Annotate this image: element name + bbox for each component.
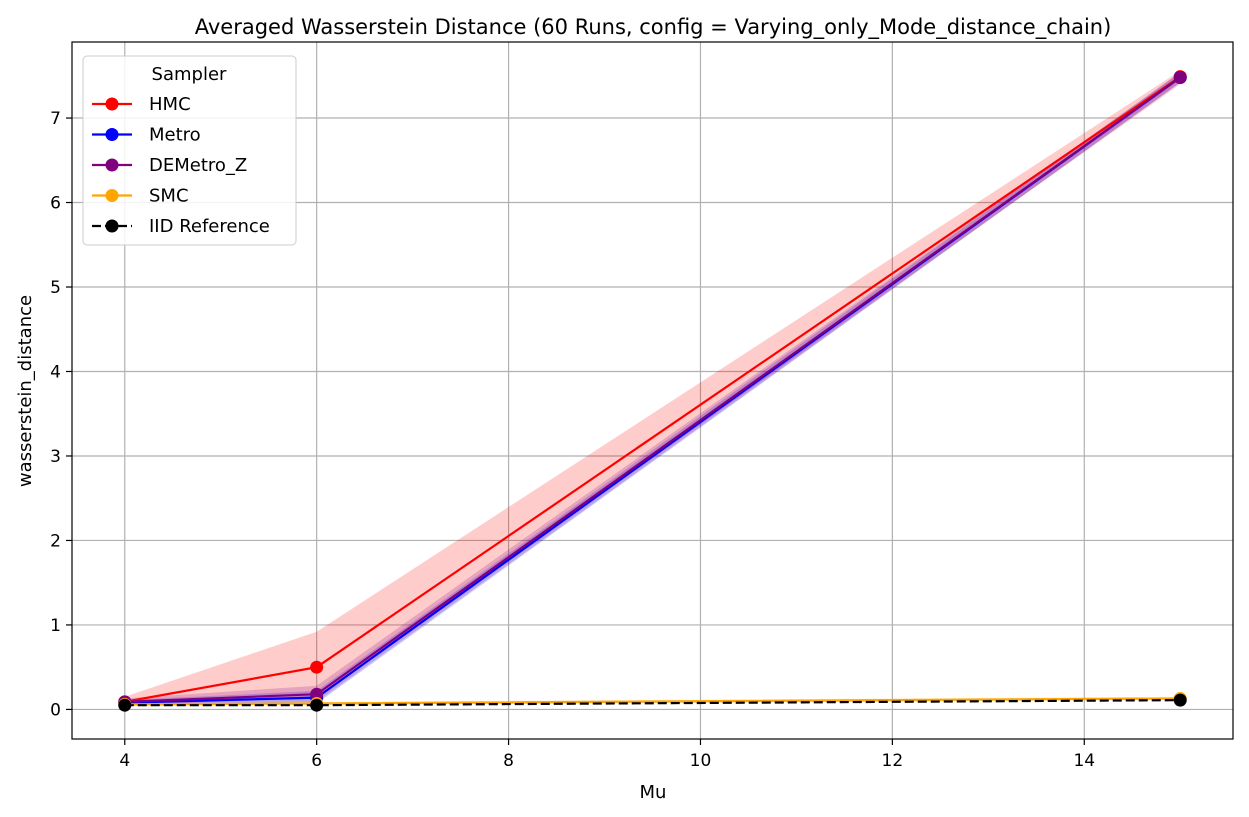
line-iid-reference [124, 699, 1181, 707]
legend-entry-iid-reference: IID Reference [92, 216, 270, 237]
legend-box [82, 55, 297, 246]
legend-label: IID Reference [149, 216, 270, 237]
legend-entries: HMC Metro DEMetro_Z SMC IID Reference [92, 94, 270, 237]
y-tick-label: 3 [50, 447, 61, 467]
x-tick-label: 14 [1073, 751, 1095, 771]
plot-frame [71, 41, 1234, 740]
legend-entry-hmc: HMC [92, 94, 191, 115]
point-iid-reference [1173, 693, 1187, 707]
legend-marker [105, 97, 119, 111]
y-tick-label: 1 [50, 616, 61, 636]
y-tick-label: 4 [50, 362, 61, 382]
x-axis-label: Mu [640, 782, 667, 803]
point-iid-reference [310, 698, 324, 712]
x-tick-label: 10 [690, 751, 712, 771]
legend-title: Sampler [152, 64, 227, 85]
legend-marker [105, 219, 119, 233]
x-tick-label: 6 [311, 751, 322, 771]
y-tick-label: 2 [50, 531, 61, 551]
point-hmc [310, 660, 324, 674]
y-tick-label: 6 [50, 194, 61, 214]
point-iid-reference [118, 698, 132, 712]
x-tick-label: 12 [882, 751, 904, 771]
y-tick-label: 7 [50, 109, 61, 129]
legend-label: Metro [149, 125, 201, 146]
series-markers [118, 70, 1187, 712]
grid [72, 42, 1233, 739]
legend-label: SMC [149, 186, 189, 207]
x-tick-label: 8 [503, 751, 514, 771]
chart-title: Averaged Wasserstein Distance (60 Runs, … [195, 15, 1112, 40]
legend-marker [105, 128, 119, 141]
legend-label: DEMetro_Z [149, 155, 247, 176]
y-tick-label: 5 [50, 278, 61, 298]
point-demetro-z [310, 687, 324, 701]
legend-entry-demetro-z: DEMetro_Z [92, 155, 247, 176]
legend-marker [105, 158, 119, 172]
y-axis-label: wasserstein_distance [15, 295, 36, 487]
y-tick-label: 0 [50, 700, 61, 720]
legend-entry-metro: Metro [92, 125, 201, 146]
legend: Sampler HMC Metro DEMetro_Z SMC IID Referenc… [82, 55, 297, 246]
legend-label: HMC [149, 94, 191, 115]
legend-marker [105, 189, 119, 202]
x-tick-label: 4 [119, 751, 130, 771]
point-demetro-z [1173, 70, 1187, 84]
legend-entry-smc: SMC [92, 186, 189, 207]
